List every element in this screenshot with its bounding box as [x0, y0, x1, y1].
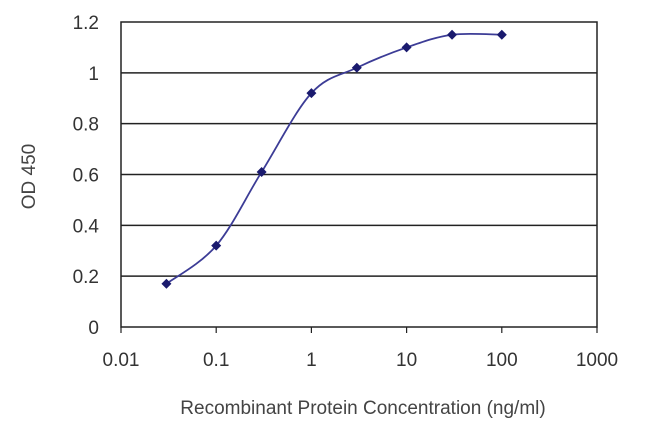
data-point — [447, 29, 458, 40]
y-axis-title: OD 450 — [19, 144, 40, 209]
x-axis-ticks — [120, 327, 598, 333]
x-axis-title: Recombinant Protein Concentration (ng/ml… — [180, 398, 545, 419]
y-tick-label: 0.4 — [73, 216, 100, 237]
series-line — [165, 32, 502, 285]
x-tick-label: 0.1 — [203, 350, 229, 371]
series-group — [161, 29, 507, 289]
data-point — [161, 278, 172, 289]
y-tick-label: 0.8 — [73, 115, 99, 136]
x-tick-label: 0.01 — [103, 350, 140, 371]
y-axis-tick-labels: 0 0.2 0.4 0.6 0.8 1 1.2 — [73, 13, 100, 339]
x-tick-label: 1000 — [576, 350, 618, 371]
x-tick-label: 10 — [396, 350, 417, 371]
y-tick-label: 0.6 — [73, 166, 99, 187]
gridlines — [121, 72, 597, 277]
y-tick-label: 0.2 — [73, 267, 99, 288]
plot-area — [120, 21, 598, 328]
y-tick-label: 1 — [88, 64, 99, 85]
y-tick-label: 0 — [88, 318, 99, 339]
data-point — [256, 166, 267, 177]
x-axis-tick-labels: 0.01 0.1 1 10 100 1000 — [103, 350, 619, 371]
data-point — [496, 29, 507, 40]
data-point — [306, 88, 317, 99]
data-point — [401, 42, 412, 53]
data-point — [351, 62, 362, 73]
x-tick-label: 100 — [486, 350, 518, 371]
x-tick-label: 1 — [306, 350, 317, 371]
data-point — [211, 240, 222, 251]
y-tick-label: 1.2 — [73, 13, 99, 34]
